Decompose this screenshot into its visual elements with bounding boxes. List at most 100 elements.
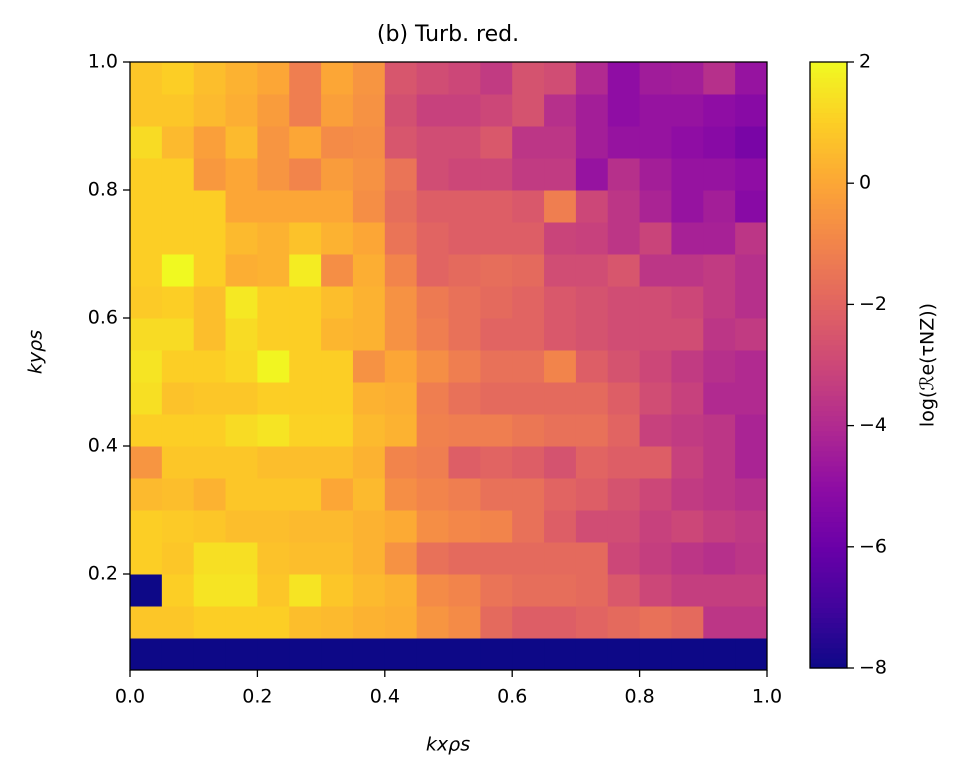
heatmap-cell (607, 638, 641, 671)
heatmap-cell (512, 446, 545, 479)
heatmap-cell (544, 382, 577, 415)
heatmap-cell (321, 350, 354, 383)
heatmap-cell (257, 62, 290, 95)
heatmap-cell (130, 510, 163, 543)
colorbar-segment (810, 627, 847, 634)
heatmap-cell (575, 542, 609, 575)
x-tick-label: 0.2 (242, 686, 272, 708)
x-tick-label: 0.8 (624, 686, 654, 708)
colorbar-segment (810, 440, 847, 447)
colorbar-segment (810, 642, 847, 649)
colorbar-tick-label: −8 (859, 657, 887, 679)
heatmap-cell (671, 158, 704, 191)
heatmap-cell (480, 62, 513, 95)
heatmap-cell (416, 606, 449, 639)
colorbar-segment (810, 410, 847, 417)
colorbar-segment (810, 258, 847, 265)
colorbar-segment (810, 420, 847, 427)
heatmap-cell (639, 62, 672, 95)
heatmap-cell (416, 574, 449, 607)
colorbar-segment (810, 62, 847, 68)
colorbar-segment (810, 339, 847, 346)
heatmap-cell (671, 190, 704, 223)
heatmap-cell (480, 606, 513, 639)
colorbar-segment (810, 476, 847, 482)
heatmap-cell (321, 510, 354, 543)
heatmap-cell (735, 638, 768, 671)
heatmap-cell (607, 318, 641, 351)
colorbar-segment (810, 556, 847, 563)
heatmap-cell (512, 638, 545, 671)
heatmap-cell (130, 222, 163, 255)
heatmap-cell (130, 318, 163, 351)
heatmap-cell (735, 574, 768, 607)
colorbar-segment (810, 561, 847, 568)
heatmap-cell (289, 478, 322, 511)
heatmap-cell (512, 94, 545, 127)
heatmap-cell (639, 222, 672, 255)
heatmap-cell (607, 606, 641, 639)
heatmap-cell (289, 382, 322, 415)
heatmap-cell (193, 126, 227, 159)
heatmap-cell (448, 94, 481, 127)
heatmap-cell (448, 158, 481, 191)
heatmap-cell (575, 574, 609, 607)
heatmap-cell (671, 574, 704, 607)
heatmap-cell (130, 446, 163, 479)
heatmap-cell (575, 606, 609, 639)
heatmap-cell (289, 62, 322, 95)
heatmap-cell (671, 478, 704, 511)
heatmap-cell (735, 350, 768, 383)
heatmap-cell (735, 190, 768, 223)
heatmap-cell (575, 190, 609, 223)
heatmap-cell (544, 62, 577, 95)
heatmap-cell (193, 286, 227, 319)
heatmap-cell (289, 158, 322, 191)
heatmap-cell (671, 606, 704, 639)
heatmap-cell (352, 286, 386, 319)
heatmap-cell (289, 638, 322, 671)
heatmap-cell (639, 414, 672, 447)
heatmap-cell (225, 126, 258, 159)
heatmap-cell (639, 446, 672, 479)
heatmap-cell (289, 350, 322, 383)
colorbar-tick-label: 0 (859, 172, 871, 194)
heatmap-cell (703, 286, 736, 319)
heatmap-cell (384, 126, 418, 159)
heatmap-cell (161, 286, 195, 319)
heatmap-cell (639, 158, 672, 191)
heatmap-cell (257, 542, 290, 575)
heatmap-cell (703, 94, 736, 127)
heatmap-cell (321, 254, 354, 287)
colorbar-segment (810, 491, 847, 497)
heatmap-cell (639, 318, 672, 351)
heatmap-cell (416, 94, 449, 127)
heatmap-cell (607, 94, 641, 127)
heatmap-cell (193, 190, 227, 223)
colorbar-segment (810, 637, 847, 644)
heatmap-cell (321, 190, 354, 223)
heatmap-cell (512, 350, 545, 383)
heatmap-cell (512, 254, 545, 287)
x-axis-label: kxρs (426, 734, 470, 756)
colorbar-segment (810, 567, 847, 573)
heatmap-cell (575, 286, 609, 319)
colorbar-segment (810, 178, 847, 184)
heatmap-cell (161, 318, 195, 351)
heatmap-cell (384, 478, 418, 511)
heatmap-cell (384, 158, 418, 191)
heatmap-cell (289, 318, 322, 351)
colorbar-segment (810, 279, 847, 285)
heatmap-cell (193, 446, 227, 479)
heatmap-cell (130, 190, 163, 223)
heatmap-cell (512, 158, 545, 191)
heatmap-cell (703, 190, 736, 223)
heatmap-cell (193, 350, 227, 383)
heatmap-cell (703, 382, 736, 415)
heatmap-cell (448, 222, 481, 255)
colorbar-segment (810, 137, 847, 144)
heatmap-cell (321, 606, 354, 639)
colorbar-segment (810, 536, 847, 543)
heatmap-cell (575, 382, 609, 415)
